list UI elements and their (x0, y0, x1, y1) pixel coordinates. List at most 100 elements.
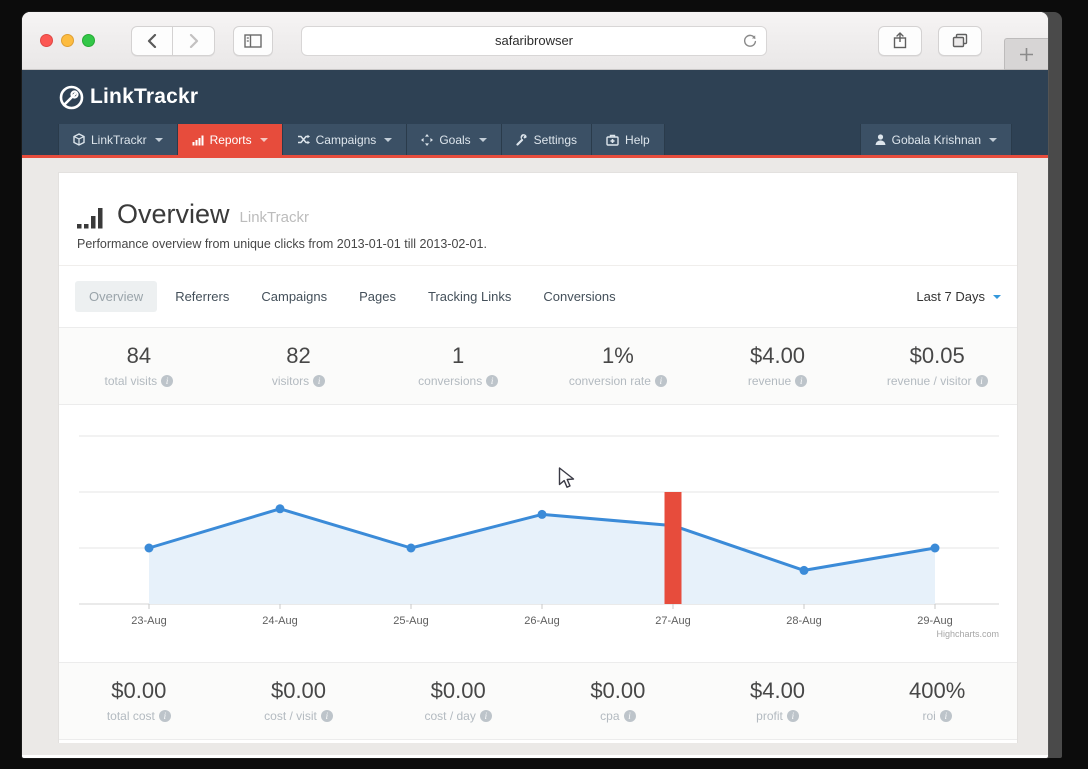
svg-text:27-Aug: 27-Aug (655, 615, 690, 627)
stat-revenue: $4.00 revenue (698, 342, 858, 388)
info-icon[interactable] (479, 710, 492, 722)
stat-label: visitors (271, 374, 310, 388)
line-chart-svg: 23-Aug 24-Aug 25-Aug 26-Aug 27-Aug 28-Aug 29-A… (79, 435, 999, 639)
page-content: Overview LinkTrackr Performance overview… (22, 158, 1048, 755)
medkit-icon (606, 134, 619, 146)
stat-cpa: $0.00 cpa (538, 677, 698, 723)
stat-label: revenue (747, 374, 792, 388)
stat-value: 1 (452, 343, 465, 368)
nav-item-label: Reports (209, 132, 252, 147)
share-icon (893, 32, 907, 49)
stat-label: total cost (106, 709, 155, 723)
stat-label: profit (756, 709, 783, 723)
stat-value: $0.00 (270, 678, 327, 703)
user-icon (875, 134, 886, 145)
shuffle-icon (297, 134, 310, 145)
daterange-dropdown[interactable]: Last 7 Days (916, 289, 1001, 304)
stats-row-bottom: $0.00 total cost $0.00 cost / visit $0.0… (59, 662, 1017, 740)
stat-revenue-per-visitor: $0.05 revenue / visitor (857, 342, 1017, 388)
caret-down-icon (993, 294, 1001, 299)
close-window-button[interactable] (40, 34, 53, 47)
info-icon[interactable] (654, 375, 667, 387)
site-header: LinkTrackr (22, 70, 1048, 124)
wrench-icon (516, 133, 528, 146)
svg-text:Highcharts.com: Highcharts.com (936, 629, 999, 639)
nav-item-goals[interactable]: Goals (407, 124, 502, 155)
tab-overview-button[interactable] (938, 25, 982, 56)
minimize-window-button[interactable] (61, 34, 74, 47)
tab-referrers[interactable]: Referrers (175, 289, 230, 304)
stat-value: 84 (126, 343, 152, 368)
tab-pages[interactable]: Pages (359, 289, 397, 304)
back-button[interactable] (131, 25, 173, 56)
info-icon[interactable] (158, 710, 171, 722)
stat-total-visits: 84 total visits (59, 342, 219, 388)
info-icon[interactable] (939, 710, 952, 722)
daterange-label: Last 7 Days (916, 289, 985, 304)
stat-label: cpa (600, 709, 620, 723)
forward-button[interactable] (173, 25, 215, 56)
cube-icon (73, 133, 85, 146)
svg-text:24-Aug: 24-Aug (262, 615, 297, 627)
nav-item-label: Goals (439, 132, 471, 147)
linktrackr-logo-icon (58, 84, 85, 111)
info-icon[interactable] (161, 375, 174, 387)
info-icon[interactable] (486, 375, 499, 387)
stats-row-top: 84 total visits 82 visitors 1 conversion… (59, 327, 1017, 405)
info-icon[interactable] (313, 375, 326, 387)
info-icon[interactable] (320, 710, 333, 722)
visits-chart[interactable]: 23-Aug 24-Aug 25-Aug 26-Aug 27-Aug 28-Aug 29-A… (59, 405, 1017, 662)
stat-label: cost / visit (264, 709, 317, 723)
info-icon[interactable] (795, 375, 808, 387)
svg-text:28-Aug: 28-Aug (786, 615, 821, 627)
stat-value: $4.00 (749, 343, 806, 368)
info-icon[interactable] (786, 710, 799, 722)
signal-bars-icon (77, 207, 107, 229)
caret-down-icon (384, 137, 393, 142)
tab-campaigns[interactable]: Campaigns (261, 289, 328, 304)
info-icon[interactable] (623, 710, 636, 722)
tabs-icon (952, 33, 968, 48)
share-button[interactable] (878, 25, 922, 56)
nav-item-reports[interactable]: Reports (177, 124, 283, 155)
caret-down-icon (989, 137, 997, 142)
page-title: Overview (117, 199, 230, 229)
overview-card: Overview LinkTrackr Performance overview… (58, 172, 1018, 743)
stat-label: cost / day (424, 709, 476, 723)
user-menu[interactable]: Gobala Krishnan (859, 124, 1012, 155)
sidebar-icon (244, 33, 262, 48)
nav-item-help[interactable]: Help (592, 124, 665, 155)
stat-value: $0.00 (590, 678, 646, 703)
report-tabs: Overview Referrers Campaigns Pages Track… (59, 265, 1017, 327)
tab-overview[interactable]: Overview (75, 281, 158, 312)
zoom-window-button[interactable] (82, 34, 95, 47)
address-bar-text: safaribrowser (494, 33, 574, 48)
nav-item-linktrackr[interactable]: LinkTrackr (58, 124, 178, 155)
nav-item-label: Help (625, 132, 650, 147)
sidebar-toggle-button[interactable] (233, 25, 273, 56)
caret-down-icon (259, 137, 268, 142)
stat-conversion-rate: 1% conversion rate (538, 342, 698, 388)
address-bar[interactable]: safaribrowser (301, 25, 767, 56)
history-nav-group (131, 25, 215, 56)
nav-item-settings[interactable]: Settings (501, 124, 593, 155)
info-icon[interactable] (975, 375, 988, 387)
stat-label: total visits (104, 374, 158, 388)
caret-down-icon (154, 137, 163, 142)
stat-value: $0.00 (111, 678, 167, 703)
reload-icon[interactable] (742, 33, 758, 49)
move-icon (421, 133, 434, 146)
tab-conversions[interactable]: Conversions (543, 289, 616, 304)
site-nav: LinkTrackr Reports Campaigns (22, 124, 1048, 158)
stat-value: $4.00 (749, 678, 806, 703)
nav-item-campaigns[interactable]: Campaigns (282, 124, 408, 155)
linktrackr-logo[interactable]: LinkTrackr (58, 84, 198, 111)
stat-label: conversions (418, 374, 483, 388)
caret-down-icon (478, 137, 487, 142)
traffic-lights (40, 34, 95, 47)
tab-tracking-links[interactable]: Tracking Links (428, 289, 512, 304)
new-tab-button[interactable] (1004, 38, 1048, 70)
browser-window: safaribrowser (22, 12, 1048, 758)
toolbar-right-buttons (878, 25, 982, 56)
